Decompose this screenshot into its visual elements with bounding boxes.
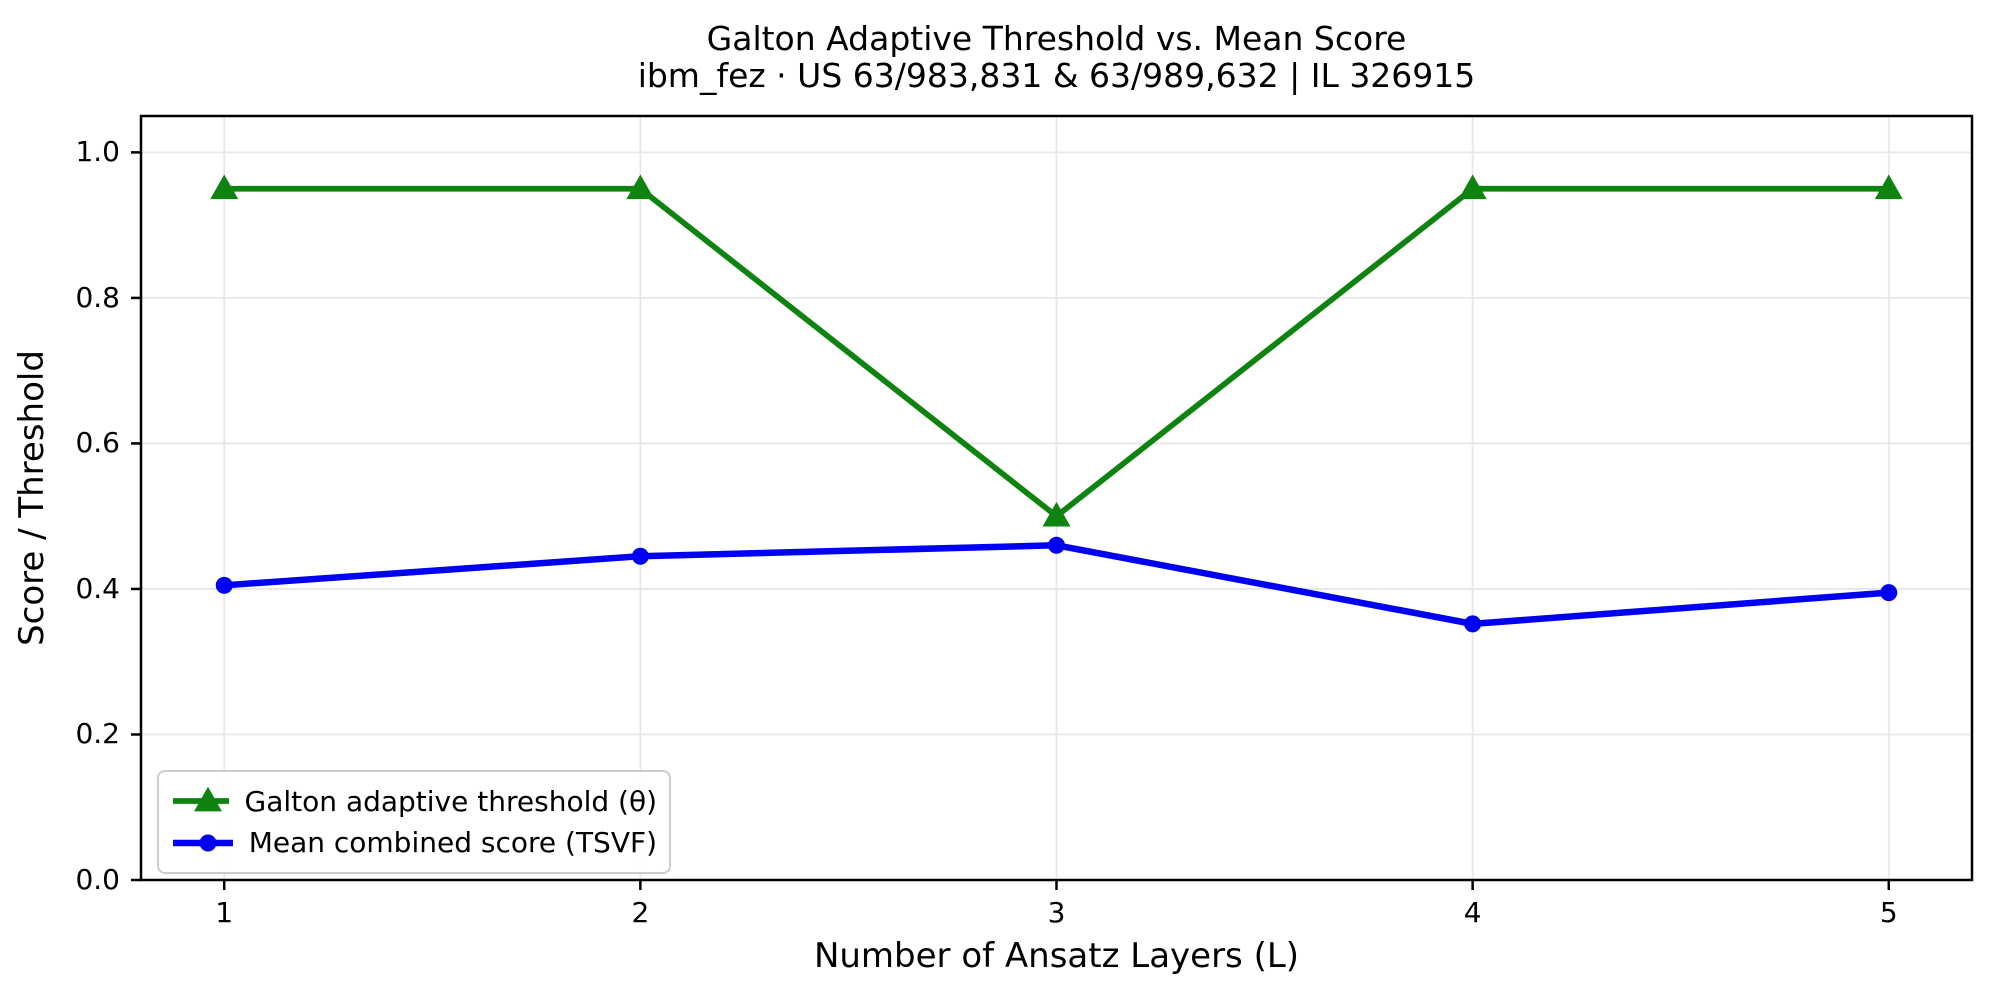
data-point-triangle	[1458, 174, 1487, 200]
data-point-circle	[1880, 584, 1898, 602]
legend-circle-marker-icon	[173, 834, 233, 852]
chart-title: Galton Adaptive Threshold vs. Mean Score	[706, 19, 1407, 58]
y-tick-label: 0.4	[75, 571, 120, 605]
data-point-triangle	[626, 174, 655, 200]
legend-triangle-marker-icon	[173, 786, 229, 812]
data-point-triangle	[210, 174, 239, 200]
data-point-triangle	[1042, 501, 1071, 527]
y-tick-label: 0.8	[75, 280, 120, 314]
y-tick-label: 0.6	[75, 426, 120, 460]
x-axis-label: Number of Ansatz Layers (L)	[813, 936, 1300, 976]
data-point-triangle	[1874, 174, 1903, 200]
x-tick-label: 4	[1463, 896, 1482, 929]
title-block: Galton Adaptive Threshold vs. Mean Score…	[141, 20, 1972, 94]
legend-label: Galton adaptive threshold (θ)	[244, 784, 657, 818]
data-point-circle	[631, 547, 649, 565]
y-tick-label: 0.0	[75, 863, 120, 896]
data-point-circle	[1464, 615, 1482, 633]
y-tick-label: 1.0	[75, 135, 120, 169]
chart-subtitle: ibm_fez · US 63/983,831 & 63/989,632 | I…	[637, 56, 1476, 95]
legend: Galton adaptive threshold (θ) Mean combin…	[157, 770, 671, 874]
legend-item: Galton adaptive threshold (θ)	[171, 785, 657, 818]
y-axis-label: Score / Threshold	[12, 350, 52, 646]
legend-label: Mean combined score (TSVF)	[248, 826, 657, 860]
legend-item: Mean combined score (TSVF)	[171, 826, 657, 859]
x-tick-label: 5	[1879, 896, 1898, 929]
x-tick-label: 2	[631, 896, 650, 929]
data-point-circle	[215, 576, 233, 594]
x-tick-label: 3	[1047, 896, 1066, 929]
data-point-circle	[1048, 536, 1065, 554]
y-tick-label: 0.2	[75, 717, 120, 751]
x-tick-label: 1	[215, 896, 234, 929]
